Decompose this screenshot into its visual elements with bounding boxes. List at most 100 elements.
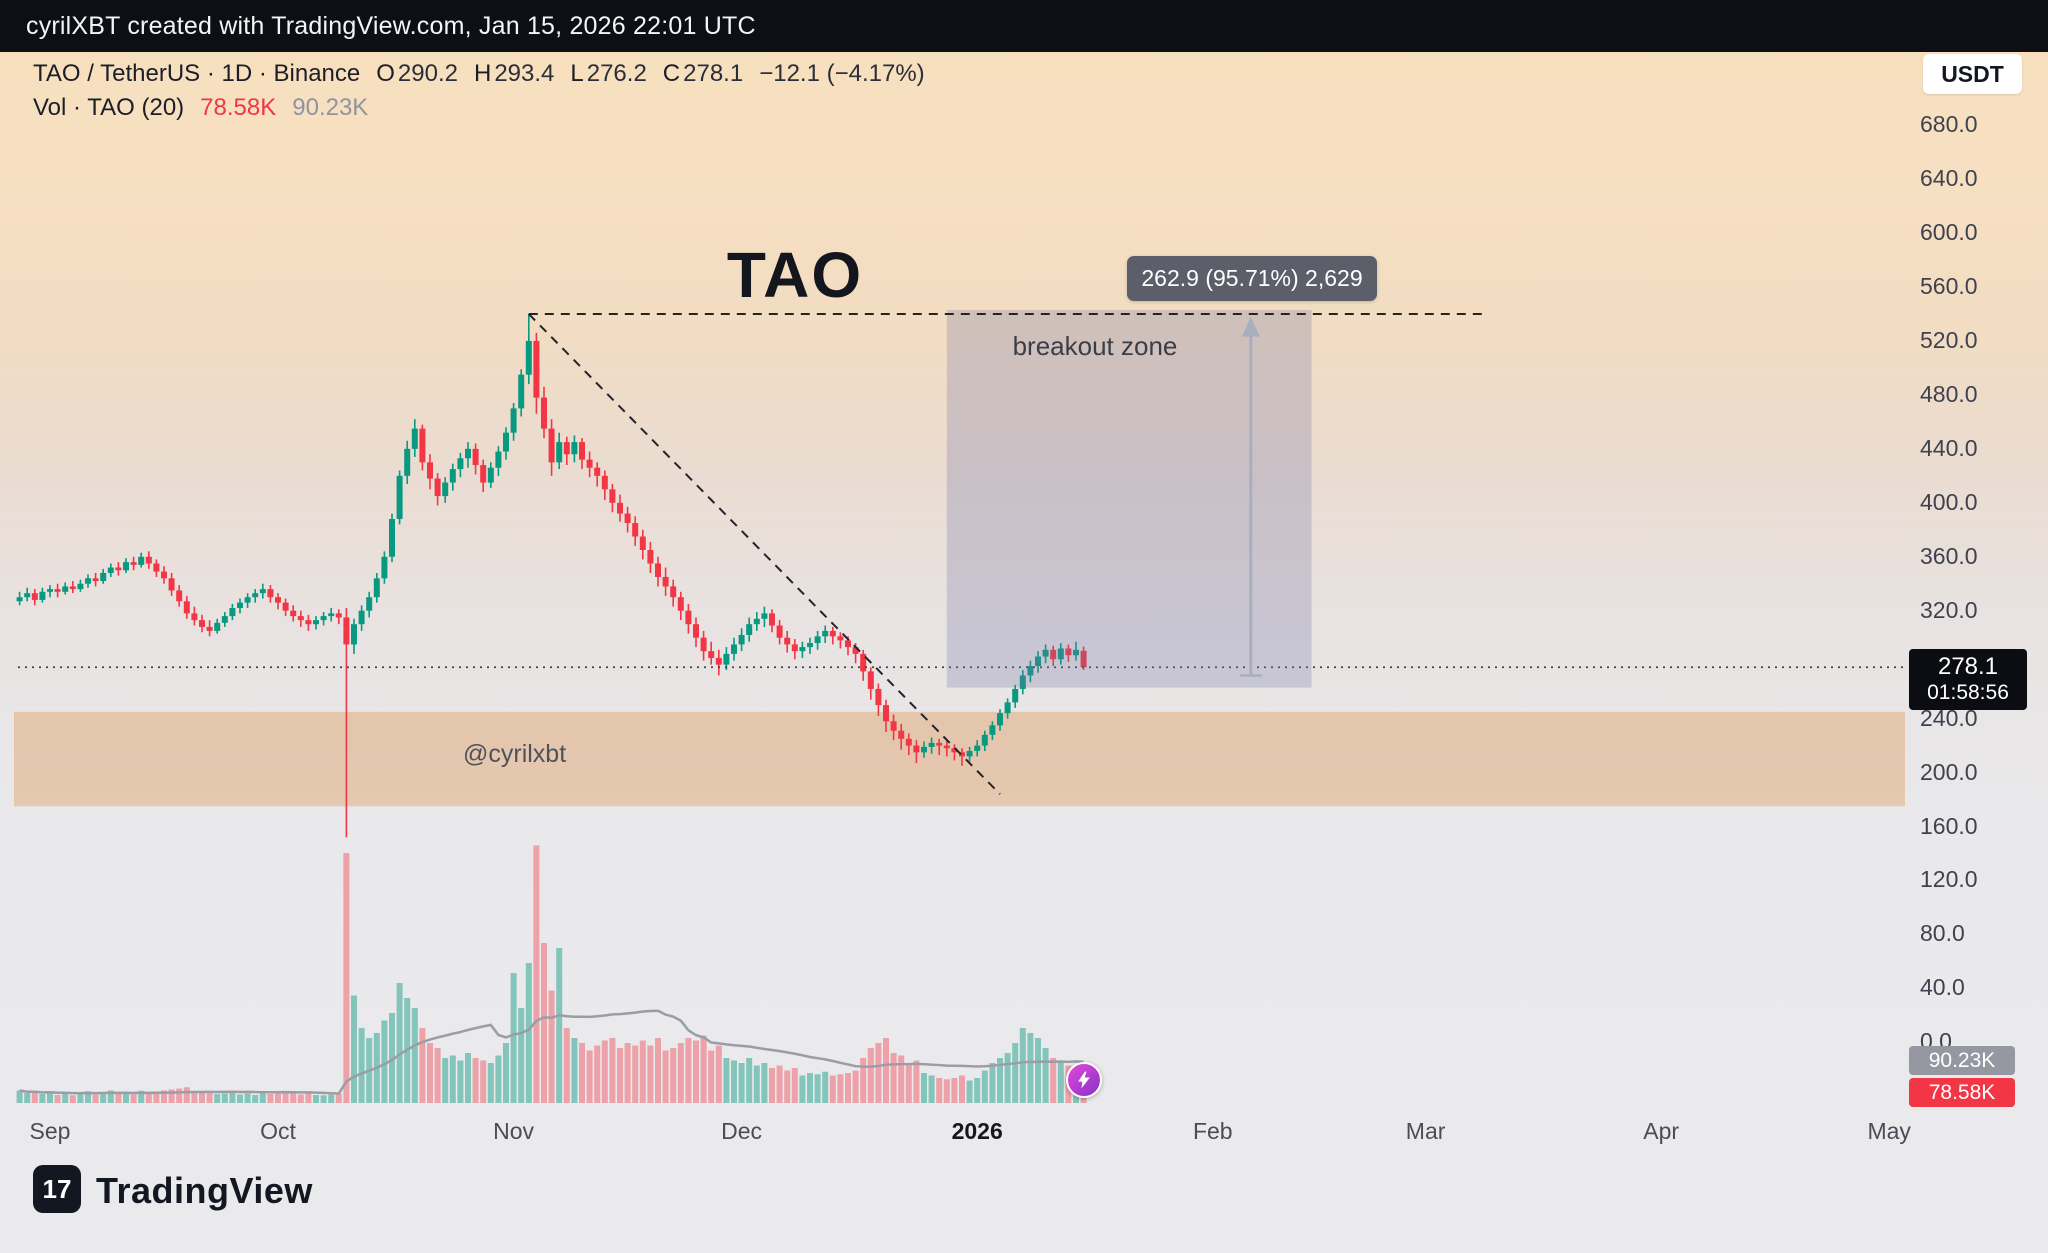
trendline[interactable] (528, 313, 1001, 795)
symbol-title[interactable]: TAO / TetherUS · 1D · Binance (33, 60, 361, 87)
volume-bar (465, 1053, 471, 1103)
volume-bar (776, 1065, 783, 1103)
volume-value: 78.58K (200, 94, 277, 121)
bar-countdown: 01:58:56 (1927, 681, 2009, 704)
volume-bar (510, 973, 517, 1103)
volume-bar (214, 1094, 221, 1103)
tradingview-logo-icon[interactable]: 17 (33, 1165, 81, 1213)
currency-toggle-button[interactable]: USDT (1923, 54, 2022, 94)
candle-down (472, 448, 479, 466)
volume-bar (518, 1008, 525, 1103)
volume-bar (601, 1040, 608, 1103)
measure-arrow[interactable] (1239, 316, 1262, 677)
breakout-zone-box[interactable] (946, 309, 1312, 688)
candle-down (829, 630, 836, 637)
volume-bar (860, 1058, 867, 1103)
candle-down (662, 576, 669, 587)
volume-bar (609, 1038, 616, 1103)
candle-up (328, 613, 335, 617)
candle-down (845, 640, 851, 648)
volume-bar (85, 1091, 91, 1103)
volume-bar (297, 1094, 304, 1103)
volume-bar (632, 1045, 639, 1103)
candle-up (1019, 675, 1026, 689)
volume-bar (480, 1060, 487, 1103)
candle-down (959, 752, 965, 757)
candle-up (107, 567, 114, 573)
symbol-row: TAO / TetherUS · 1D · Binance O 290.2 H 29… (33, 60, 925, 94)
candle-up (411, 428, 418, 449)
volume-bar (1042, 1048, 1049, 1103)
candle-down (183, 601, 190, 614)
candle-down (951, 748, 958, 753)
candle-up (39, 591, 46, 600)
volume-bar (746, 1058, 753, 1103)
candle-up (495, 451, 502, 468)
candle-down (898, 730, 905, 739)
volume-bar (229, 1092, 236, 1103)
candle-down (206, 626, 213, 631)
volume-ma-value: 90.23K (292, 94, 369, 121)
volume-bar (487, 1063, 494, 1103)
volume-bar (396, 983, 403, 1103)
candle-down (883, 705, 889, 722)
candle-up (442, 482, 449, 497)
candle-up (822, 630, 829, 637)
candle-down (867, 671, 874, 689)
volume-bar (913, 1060, 920, 1103)
volume-series (16, 845, 1087, 1103)
ohlc-close: C 278.1 (662, 60, 744, 87)
volume-bar (784, 1070, 791, 1103)
volume-bar (62, 1093, 69, 1103)
candle-up (381, 556, 388, 579)
volume-bar (662, 1050, 669, 1103)
volume-bar (320, 1095, 327, 1103)
volume-bar (943, 1079, 950, 1103)
volume-bar (107, 1090, 114, 1103)
candle-up (1012, 688, 1019, 703)
volume-bar (115, 1094, 122, 1103)
volume-bar (837, 1074, 844, 1103)
volume-bar (814, 1074, 821, 1103)
candle-down (579, 442, 585, 460)
candle-up (746, 624, 753, 635)
candle-down (1050, 649, 1057, 660)
measure-tooltip: 262.9 (95.71%) 2,629 (1127, 256, 1377, 301)
tradingview-brand[interactable]: TradingView (96, 1170, 313, 1211)
volume-bar (290, 1093, 297, 1103)
volume-bar (457, 1060, 464, 1103)
volume-bar (199, 1092, 205, 1103)
candle-down (161, 571, 167, 579)
candle-up (313, 620, 319, 625)
volume-bar (1012, 1043, 1019, 1103)
lightning-badge-icon[interactable] (1066, 1062, 1102, 1098)
volume-bar (981, 1070, 988, 1103)
volume-bar (556, 948, 563, 1103)
candle-up (373, 578, 380, 598)
candle-down (267, 589, 274, 598)
volume-indicator-label[interactable]: Vol · TAO (20) (33, 94, 185, 121)
candle-down (1080, 650, 1087, 668)
volume-bar (670, 1048, 677, 1103)
ohlc-high: H 293.4 (473, 60, 555, 87)
candle-up (123, 562, 129, 571)
candle-down (685, 610, 692, 625)
candle-down (677, 597, 684, 611)
candle-up (358, 610, 365, 625)
volume-bar (791, 1068, 798, 1103)
volume-bar (579, 1043, 585, 1103)
volume-bar (259, 1093, 266, 1103)
volume-bar (1057, 1060, 1064, 1103)
volume-bar (928, 1075, 935, 1103)
volume-bar (343, 853, 350, 1103)
volume-bar (275, 1092, 281, 1103)
candle-down (715, 657, 722, 665)
candle-down (617, 502, 623, 514)
candle-down (905, 738, 912, 746)
candle-up (320, 616, 327, 621)
volume-bar (252, 1095, 259, 1103)
attribution-text: cyrilXBT created with TradingView.com, J… (26, 11, 756, 40)
candle-down (282, 602, 289, 611)
volume-bar (313, 1095, 319, 1103)
